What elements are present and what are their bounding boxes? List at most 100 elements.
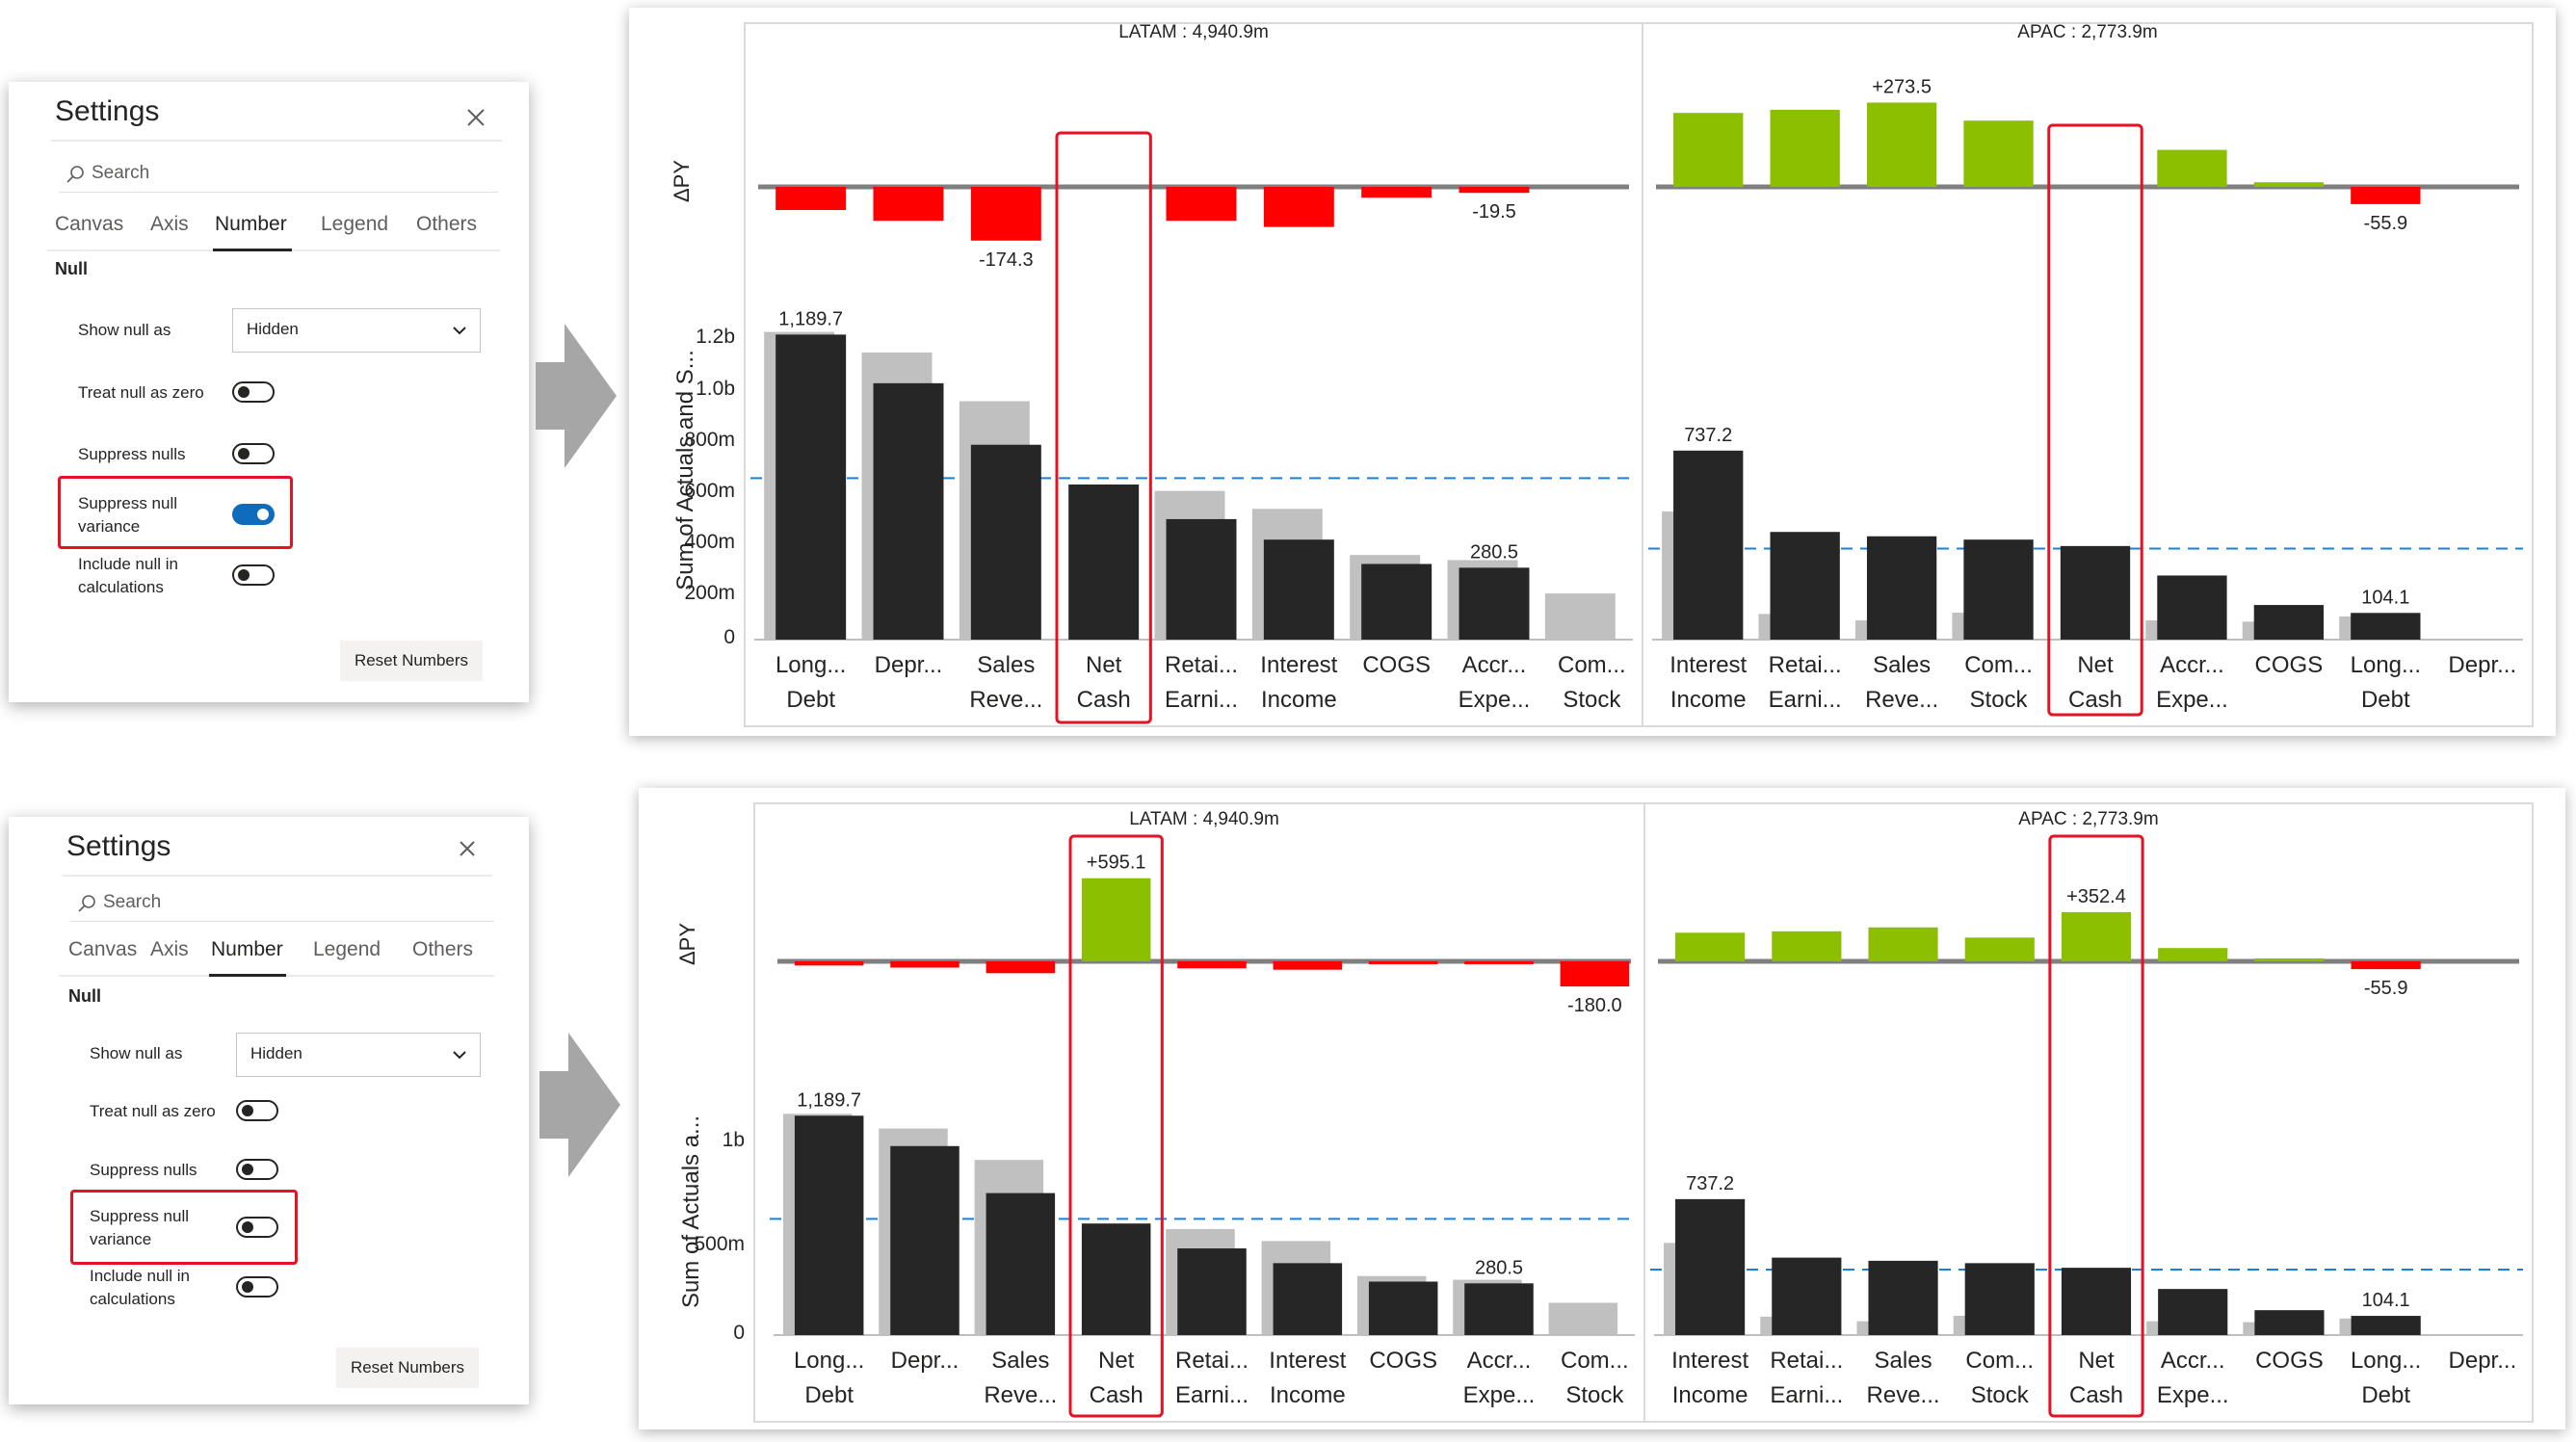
reset-numbers-button[interactable]: Reset Numbers [336,1348,479,1388]
y-tick-label: 500m [694,1233,745,1255]
title-divider [63,875,492,877]
settings-title: Settings [66,830,171,862]
suppress-nulls-toggle[interactable] [232,443,275,464]
category-label: Net [1098,1348,1135,1374]
settings-panel-top: Settings Search Canvas Axis Number Legen… [9,82,529,702]
treat-null-as-zero-label: Treat null as zero [90,1102,216,1120]
label-line: calculations [78,578,164,596]
variance-data-label: -55.9 [2364,213,2408,234]
variance-data-label: -174.3 [979,249,1034,271]
previous-year-bar [1548,1302,1618,1335]
actual-bar [1673,450,1744,640]
category-label: Retai... [1770,1348,1843,1374]
values-axis-label: Sum of Actuals a... [678,1115,704,1308]
variance-bar [986,961,1056,974]
category-label: Earni... [1769,687,1842,713]
category-label: Stock [1970,687,2029,713]
search-input[interactable]: Search [70,888,494,922]
variance-data-label: +352.4 [2066,886,2126,907]
category-label: Com... [1965,1348,2034,1374]
show-null-as-dropdown[interactable]: Hidden [236,1033,481,1077]
show-null-as-label: Show null as [78,321,171,339]
variance-data-label: -180.0 [1567,995,1622,1016]
category-label: Accr... [2160,652,2224,678]
tab-number[interactable]: Number [211,938,283,960]
y-tick-label: 1.0b [696,378,735,400]
tab-canvas[interactable]: Canvas [55,213,124,235]
category-label: COGS [2255,1348,2324,1374]
search-placeholder: Search [103,892,162,912]
category-label: Net [2077,652,2114,678]
close-icon[interactable] [453,834,482,863]
category-label: Interest [1671,1348,1748,1374]
treat-null-as-zero-toggle[interactable] [236,1100,278,1121]
label-line: Include null in [90,1267,190,1285]
variance-data-label: +273.5 [1872,76,1932,97]
category-label: Sales [1873,652,1931,678]
variance-bar [873,187,944,222]
variance-bar [1866,102,1937,187]
y-tick-label: 400m [684,531,735,553]
suppress-null-variance-toggle[interactable] [232,504,275,525]
category-label: COGS [1369,1348,1437,1374]
category-label: Expe... [1459,687,1531,713]
tab-axis[interactable]: Axis [150,938,189,960]
treat-null-as-zero-toggle[interactable] [232,381,275,403]
net-cash-highlight [1068,834,1164,1418]
variance-chart-bottom: ΔPY Sum of Actuals a... 1b 500m 0 LATAM : 4,9… [675,802,2534,1423]
actual-bar [794,1115,864,1335]
variance-bar [2061,911,2132,961]
toggle-knob [238,569,250,581]
suppress-nulls-label: Suppress nulls [90,1161,197,1179]
variance-axis-label: ΔPY [675,923,699,965]
tab-axis[interactable]: Axis [150,213,189,235]
tab-number[interactable]: Number [215,213,287,235]
actual-bar [1263,539,1334,640]
suppress-nulls-toggle[interactable] [236,1159,278,1180]
category-label: Depr... [2448,652,2516,678]
category-label: Income [1261,687,1337,713]
tab-legend[interactable]: Legend [313,938,381,960]
category-label: Debt [804,1382,854,1408]
category-label: Cash [1090,1382,1143,1408]
close-icon[interactable] [461,103,490,132]
active-tab-underline [213,249,292,251]
title-divider [51,140,502,142]
show-null-as-dropdown[interactable]: Hidden [232,308,481,353]
chevron-down-icon [453,1051,466,1060]
variance-bar [1770,110,1840,187]
category-label: Expe... [2156,687,2228,713]
search-input[interactable]: Search [59,159,498,193]
variance-bar [2157,149,2227,187]
category-label: Cash [1077,687,1131,713]
category-label: Retai... [1175,1348,1249,1374]
category-label: Retai... [1769,652,1842,678]
actual-bar [1068,484,1140,640]
value-data-label: 104.1 [2361,587,2409,608]
tab-canvas[interactable]: Canvas [68,938,138,960]
category-label: Sales [991,1348,1049,1374]
values-axis-label: Sum of Actuals and S... [672,350,698,590]
include-null-toggle[interactable] [232,564,275,586]
tab-legend[interactable]: Legend [321,213,389,235]
category-label: COGS [2255,652,2324,678]
group-title: APAC : 2,773.9m [2017,22,2157,42]
tab-others[interactable]: Others [416,213,478,235]
suppress-null-variance-toggle[interactable] [236,1217,278,1238]
net-cash-highlight [2047,123,2143,717]
arrow-right-icon [539,1033,620,1177]
toggle-knob [242,1164,253,1175]
variance-bar [1772,931,1842,961]
y-tick-label: 0 [723,626,735,648]
actual-bar [2060,545,2131,640]
category-label: Com... [1558,652,1626,678]
category-label: Sales [977,652,1035,678]
section-null-label: Null [55,259,88,278]
include-null-toggle[interactable] [236,1276,278,1298]
tab-others[interactable]: Others [412,938,474,960]
category-label: Interest [1269,1348,1346,1374]
variance-bar [1963,120,2034,187]
variance-bar [2253,182,2325,187]
settings-tabs: Canvas Axis Number Legend Others [59,932,494,977]
reset-numbers-button[interactable]: Reset Numbers [340,641,483,681]
